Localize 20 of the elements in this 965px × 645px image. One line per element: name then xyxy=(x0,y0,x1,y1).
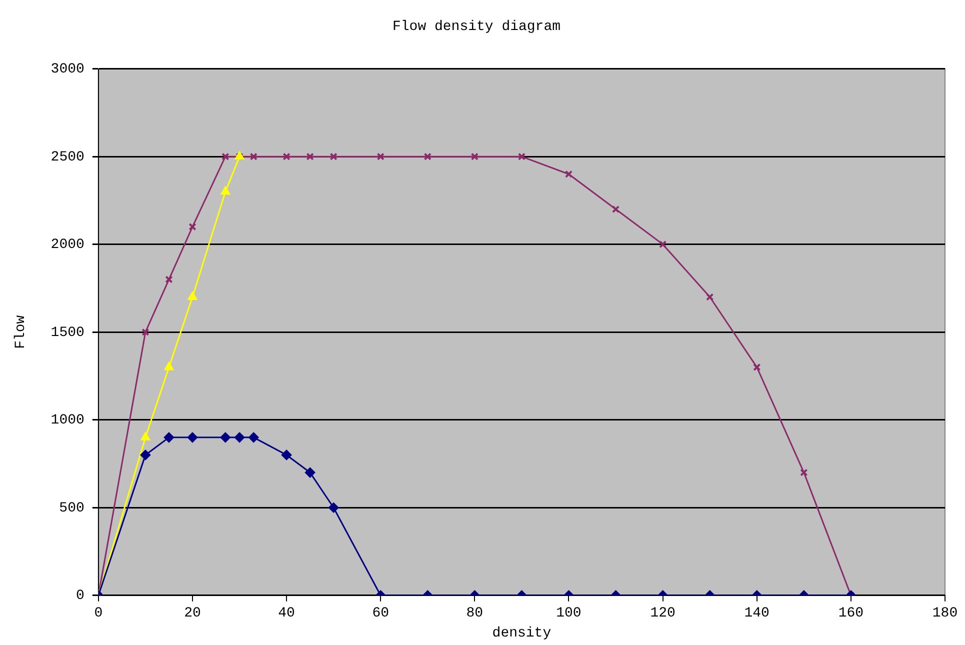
y-tick-label: 0 xyxy=(76,588,84,604)
x-tick-label: 80 xyxy=(466,606,484,622)
y-tick-label: 1000 xyxy=(50,412,84,429)
x-tick-label: 120 xyxy=(650,606,676,622)
x-tick-label: 40 xyxy=(278,606,295,622)
x-tick-label: 100 xyxy=(556,606,582,622)
x-tick-label: 160 xyxy=(838,606,864,622)
x-tick-label: 0 xyxy=(94,606,103,622)
y-tick-label: 500 xyxy=(59,500,84,516)
x-tick-label: 20 xyxy=(184,606,201,622)
y-tick-label: 2000 xyxy=(50,237,84,254)
x-tick-label: 180 xyxy=(932,606,958,622)
y-tick-label: 3000 xyxy=(50,62,84,78)
chart-title: Flow density diagram xyxy=(392,19,561,36)
y-tick-label: 1500 xyxy=(50,324,84,341)
x-tick-label: 60 xyxy=(372,606,390,622)
y-axis-title: Flow xyxy=(13,314,30,349)
x-tick-label: 140 xyxy=(744,606,770,622)
x-axis-title: density xyxy=(492,625,552,642)
y-tick-label: 2500 xyxy=(50,149,84,166)
